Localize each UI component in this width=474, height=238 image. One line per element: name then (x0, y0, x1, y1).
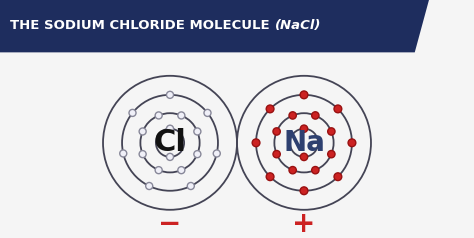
Circle shape (120, 150, 127, 157)
Circle shape (334, 173, 342, 181)
Text: THE SODIUM CHLORIDE MOLECULE: THE SODIUM CHLORIDE MOLECULE (10, 19, 274, 32)
Circle shape (139, 128, 146, 135)
Circle shape (312, 167, 319, 174)
Circle shape (155, 167, 162, 174)
Circle shape (266, 105, 274, 113)
Circle shape (155, 112, 162, 119)
Circle shape (194, 128, 201, 135)
Circle shape (312, 112, 319, 119)
Circle shape (213, 150, 220, 157)
Circle shape (300, 91, 308, 99)
Circle shape (273, 128, 280, 135)
Circle shape (289, 112, 296, 119)
Circle shape (301, 125, 308, 132)
Circle shape (166, 125, 173, 132)
Text: Cl: Cl (154, 128, 186, 157)
Circle shape (194, 151, 201, 158)
Circle shape (328, 128, 335, 135)
Text: +: + (292, 210, 316, 238)
Circle shape (146, 183, 153, 189)
Text: Na: Na (283, 129, 325, 157)
Circle shape (178, 112, 185, 119)
Circle shape (301, 153, 308, 161)
Text: (NaCl): (NaCl) (275, 19, 321, 32)
Circle shape (166, 91, 173, 98)
Circle shape (166, 153, 173, 160)
Circle shape (129, 109, 136, 116)
Circle shape (348, 139, 356, 147)
Circle shape (334, 105, 342, 113)
Circle shape (204, 109, 211, 116)
Circle shape (273, 150, 280, 158)
Circle shape (187, 183, 194, 189)
Circle shape (266, 173, 274, 181)
Circle shape (252, 139, 260, 147)
Circle shape (328, 150, 335, 158)
Circle shape (300, 187, 308, 195)
Circle shape (139, 151, 146, 158)
Text: −: − (158, 210, 182, 238)
Circle shape (289, 167, 296, 174)
Circle shape (178, 167, 185, 174)
